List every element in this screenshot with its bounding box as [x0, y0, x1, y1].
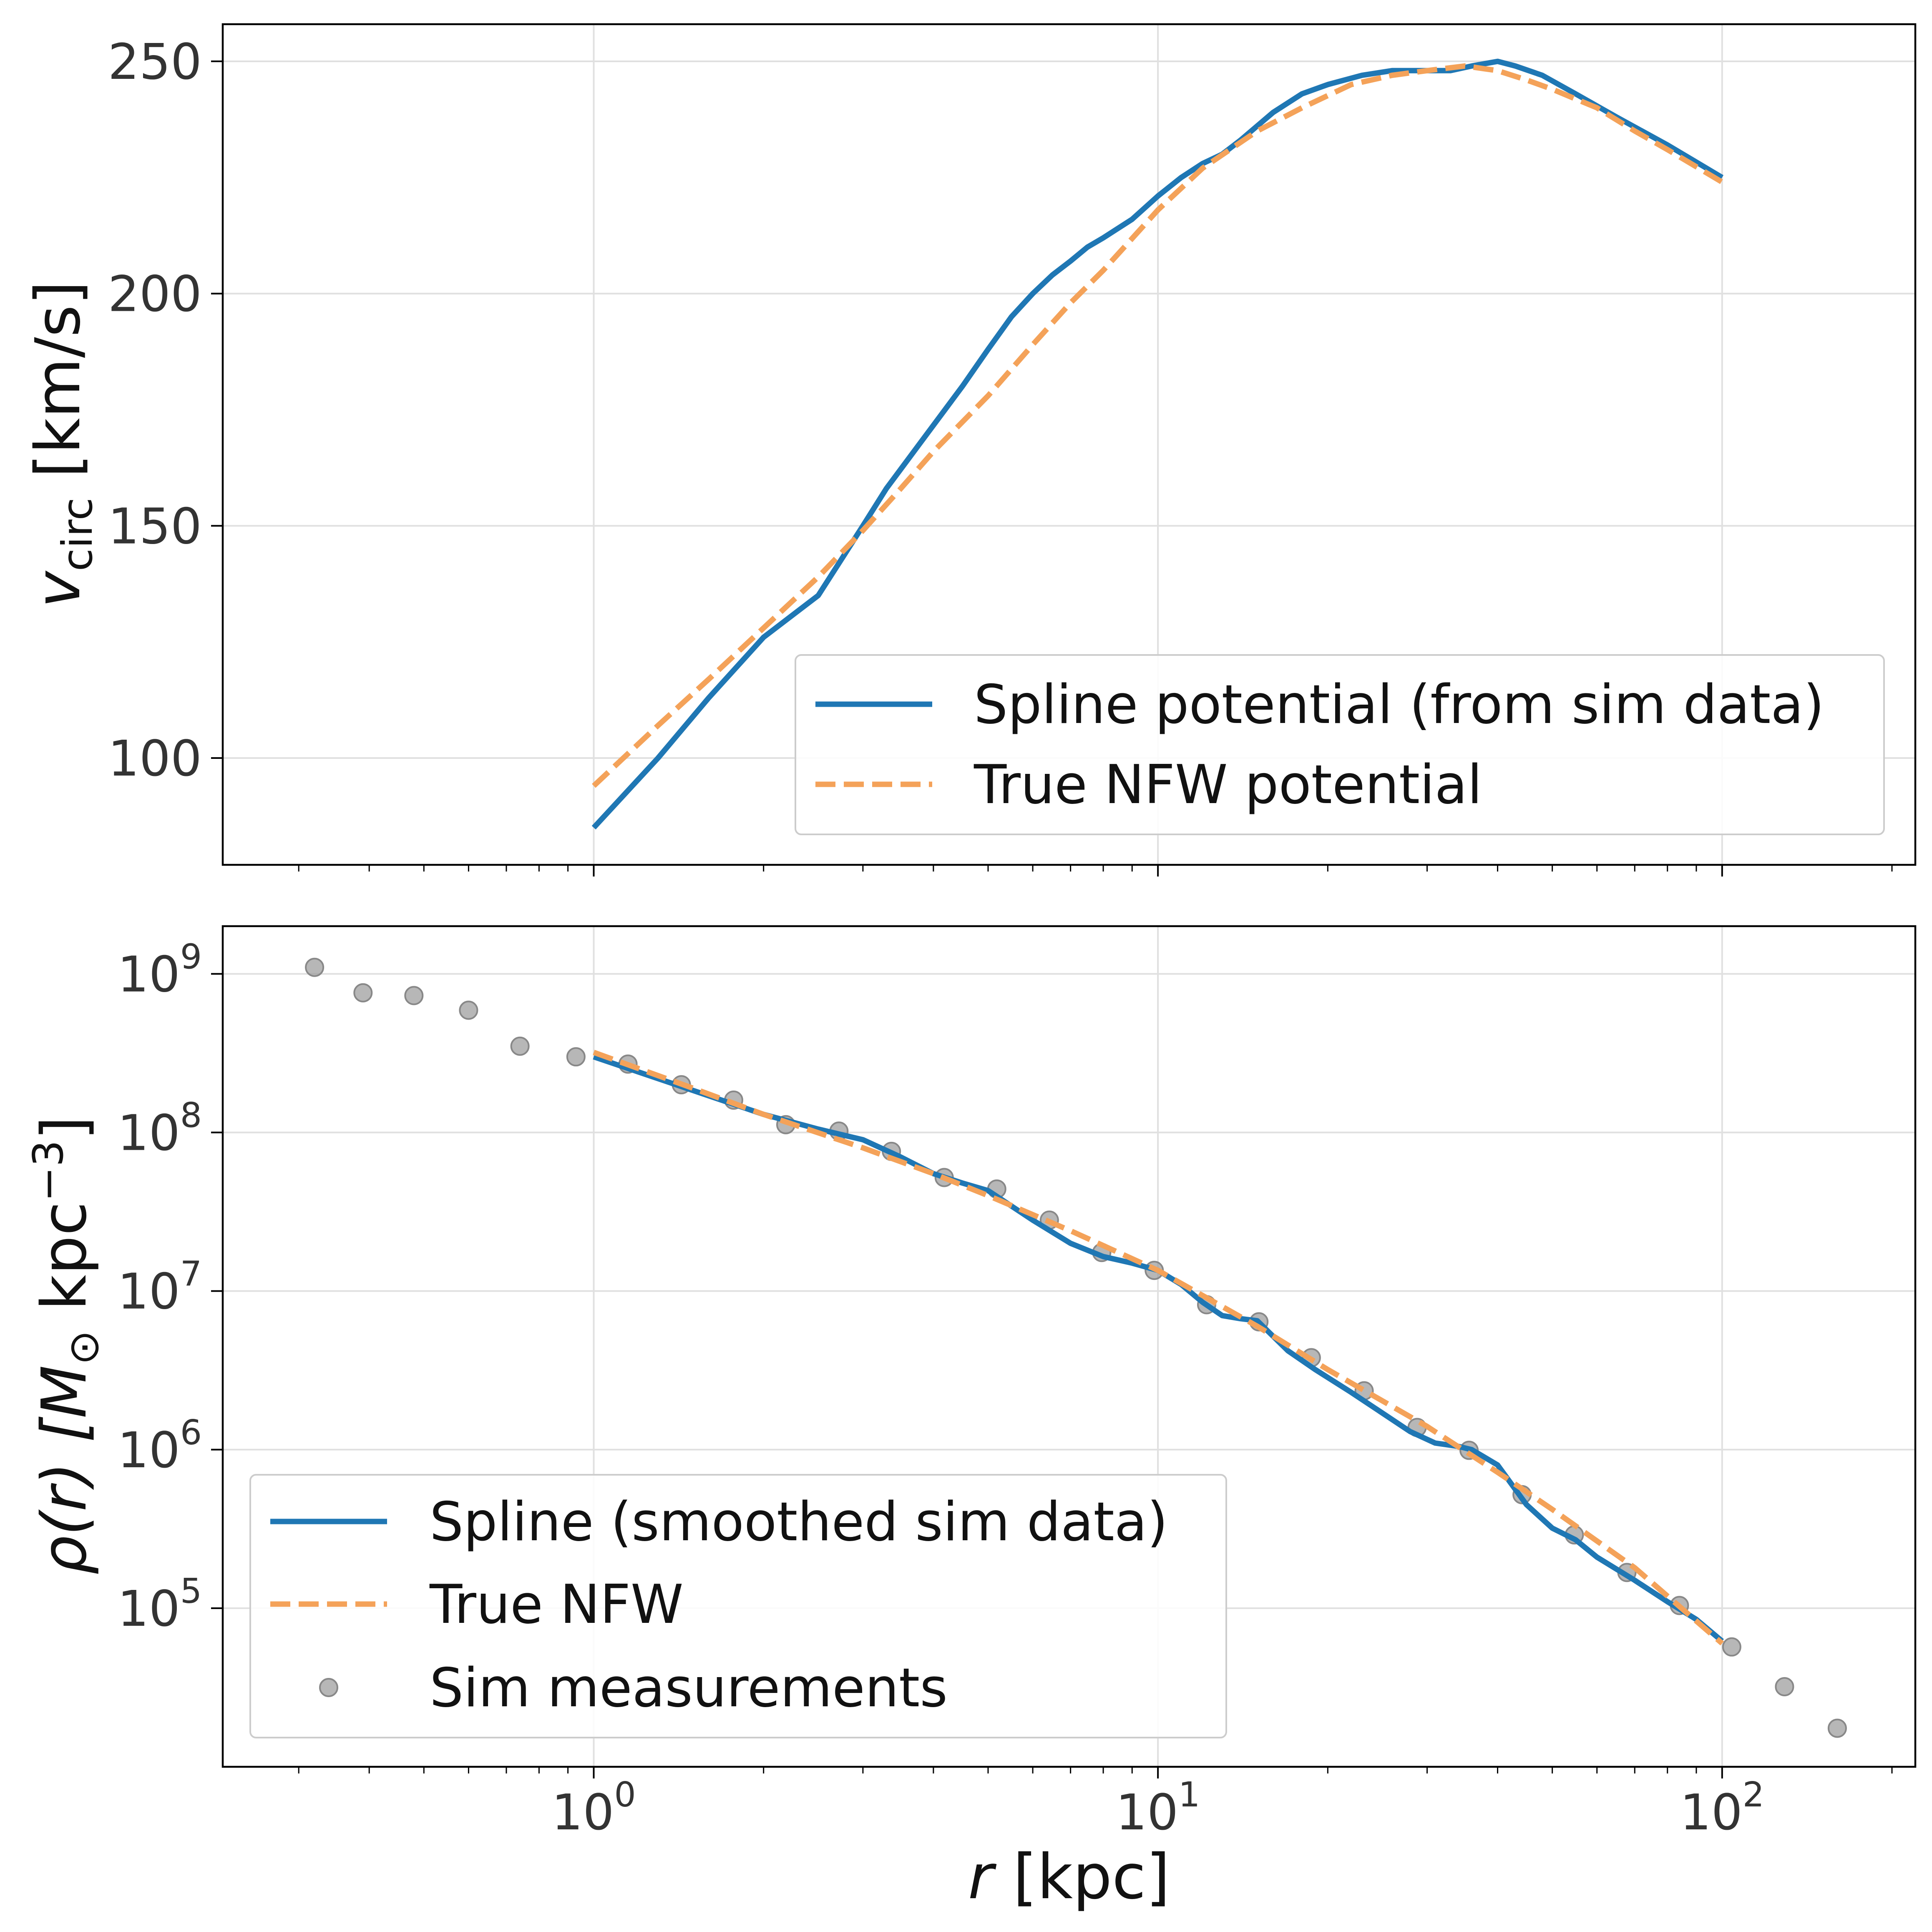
bottom-ytick-label: 107: [118, 1254, 202, 1320]
top-ylabel-sub: circ: [53, 498, 102, 572]
top-ylabel-unit: [km/s]: [22, 281, 94, 497]
bottom-sim-marker: [1775, 1677, 1794, 1696]
xtick-base: 10: [1680, 1783, 1743, 1841]
bottom-sim-marker: [459, 1000, 478, 1020]
xtick-exp: 0: [614, 1775, 636, 1815]
bottom-xlabel-unit: [kpc]: [994, 1841, 1170, 1913]
bottom-sim-marker: [404, 986, 424, 1005]
ytick-base: 10: [118, 1580, 180, 1637]
bottom-legend-label-markers: Sim measurements: [430, 1657, 948, 1719]
ytick-base: 10: [118, 945, 180, 1003]
bottom-sim-marker: [1827, 1718, 1847, 1738]
bottom-series: [305, 957, 1847, 1738]
top-ytick-label: 250: [108, 33, 202, 91]
xtick-base: 10: [551, 1783, 614, 1841]
bottom-xtick-label: 102: [1680, 1775, 1764, 1841]
bottom-legend-box: [249, 1474, 1227, 1738]
xtick-exp: 1: [1178, 1775, 1200, 1815]
top-ytick-label: 200: [108, 265, 202, 323]
top-ytick-label: 150: [108, 497, 202, 555]
bottom-ytick-label: 108: [118, 1096, 202, 1162]
bottom-ylabel-main: ρ(r) [M: [28, 1365, 100, 1575]
bottom-legend-handle-markers: [319, 1678, 338, 1697]
top-y-axis-label: vcirc [km/s]: [22, 281, 102, 608]
bottom-xlabel-main: r: [968, 1841, 997, 1913]
bottom-ylabel-close: ]: [28, 1116, 100, 1140]
bottom-x-axis-label: r [kpc]: [968, 1841, 1170, 1913]
top-legend-label-nfw: True NFW potential: [974, 754, 1482, 816]
top-series: [591, 58, 1724, 830]
top-legend-label-spline: Spline potential (from sim data): [974, 674, 1824, 736]
velocity-panel: 100 150 200 250 vcirc [km/s] Spline potenti…: [22, 23, 1917, 877]
bottom-sim-marker: [1722, 1637, 1741, 1657]
ytick-base: 10: [118, 1421, 180, 1479]
bottom-nfw-line: [593, 1050, 1724, 1646]
bottom-ylabel-unit: kpc: [28, 1202, 100, 1330]
top-axes-frame: [221, 23, 1917, 866]
top-grid: [223, 24, 1915, 865]
top-ticks: 100 150 200 250: [108, 33, 1893, 877]
bottom-sim-marker: [510, 1036, 530, 1056]
ytick-exp: 7: [180, 1254, 202, 1294]
bottom-legend-label-nfw: True NFW: [429, 1574, 684, 1636]
top-ylabel-main: v: [22, 570, 94, 608]
ytick-base: 10: [118, 1263, 180, 1320]
bottom-sim-marker: [566, 1047, 586, 1067]
ytick-base: 10: [118, 1104, 180, 1162]
ytick-exp: 8: [180, 1096, 202, 1136]
bottom-ylabel-sub: ⊙: [59, 1330, 108, 1365]
bottom-ytick-label: 109: [118, 937, 202, 1003]
top-legend-box: [795, 654, 1885, 835]
xtick-base: 10: [1116, 1783, 1178, 1841]
bottom-sim-marker: [353, 983, 373, 1003]
bottom-xtick-label: 101: [1116, 1775, 1200, 1841]
xtick-exp: 2: [1743, 1775, 1764, 1815]
ytick-exp: 6: [180, 1413, 202, 1453]
top-legend: Spline potential (from sim data) True NF…: [795, 654, 1885, 835]
top-ytick-label: 100: [108, 730, 202, 787]
ytick-exp: 5: [180, 1572, 202, 1611]
bottom-ytick-label: 106: [118, 1413, 202, 1479]
top-nfw-line: [592, 63, 1724, 788]
bottom-xtick-label: 100: [551, 1775, 636, 1841]
bottom-legend: Spline (smoothed sim data) True NFW Sim …: [249, 1474, 1227, 1738]
bottom-axes-frame: [221, 925, 1917, 1768]
bottom-sim-marker: [305, 957, 325, 977]
top-spline-line: [591, 58, 1724, 830]
ytick-exp: 9: [180, 937, 202, 977]
bottom-ytick-label: 105: [118, 1572, 202, 1637]
bottom-ylabel-sup: −3: [24, 1140, 73, 1202]
bottom-legend-label-spline: Spline (smoothed sim data): [430, 1491, 1168, 1553]
bottom-y-axis-label: ρ(r) [M⊙ kpc−3]: [24, 1116, 108, 1575]
